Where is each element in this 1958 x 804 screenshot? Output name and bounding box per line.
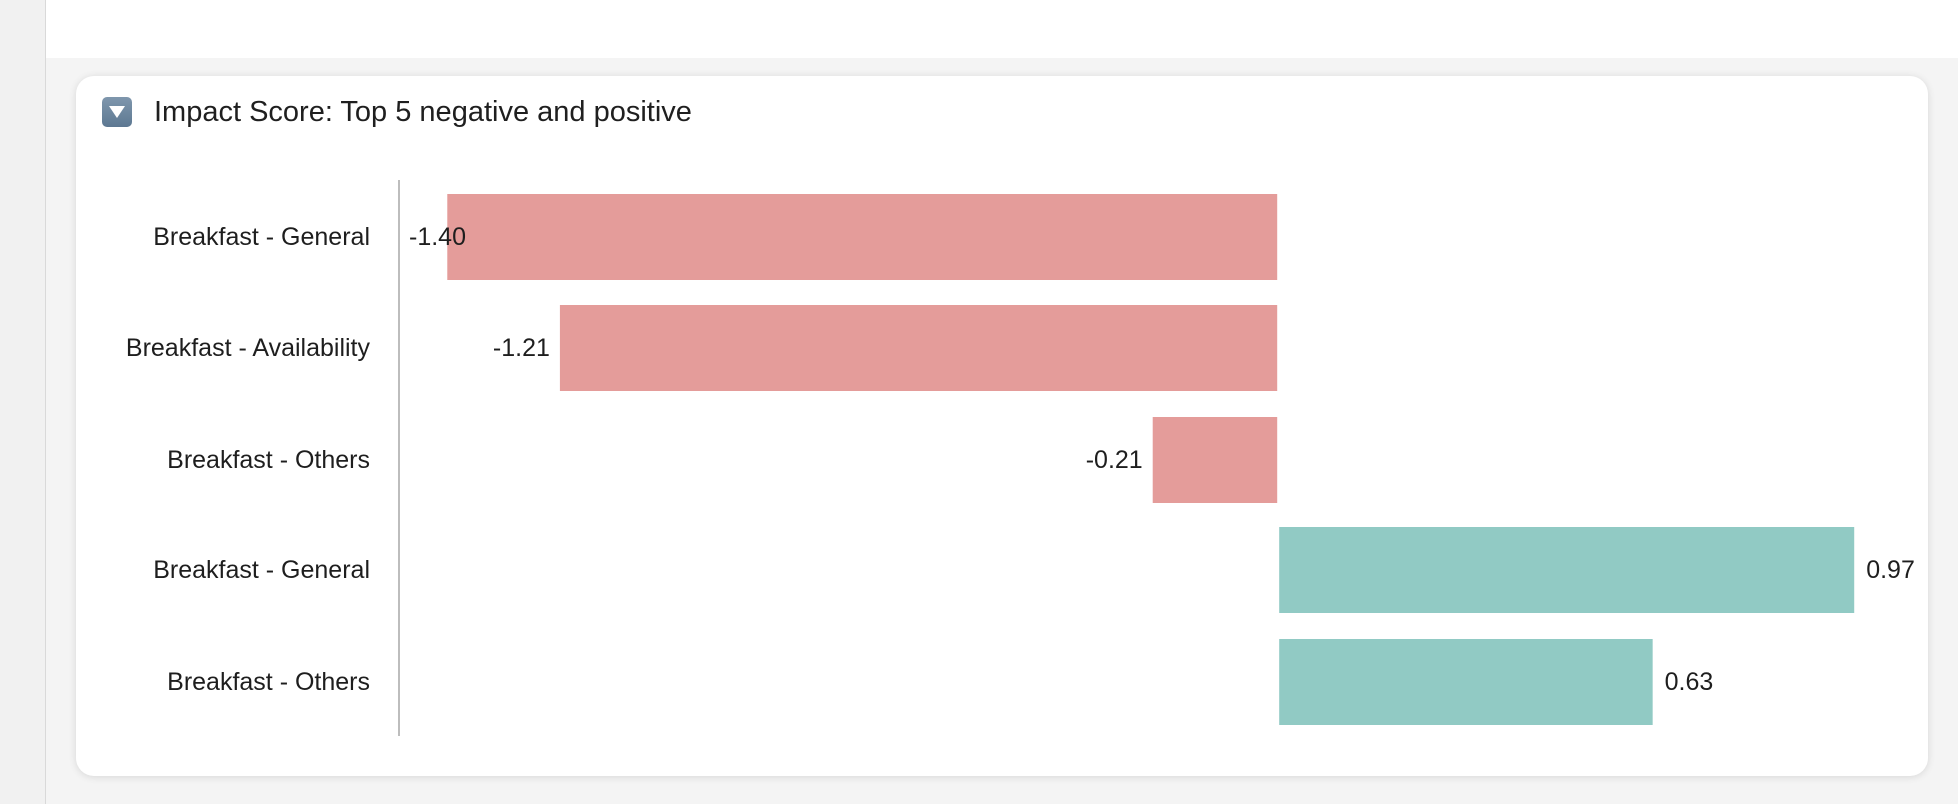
top-panel (46, 0, 1958, 58)
triangle-down-glyph (109, 106, 125, 118)
impact-score-chart: Breakfast - General -1.40 Breakfast - Avai… (126, 180, 1915, 736)
left-rail (0, 0, 46, 804)
card-header: Impact Score: Top 5 negative and positiv… (102, 90, 692, 134)
bar-5[interactable] (1279, 639, 1653, 725)
value-label-5: 0.63 (1665, 668, 1714, 696)
value-label-3: -0.21 (1086, 446, 1143, 474)
value-label-2: -1.21 (493, 334, 550, 362)
category-label-3: Breakfast - Others (167, 446, 370, 474)
category-label-4: Breakfast - General (153, 556, 370, 584)
bar-4[interactable] (1279, 527, 1855, 613)
impact-score-card: Impact Score: Top 5 negative and positiv… (76, 76, 1928, 776)
category-label-2: Breakfast - Availability (126, 334, 371, 362)
card-title: Impact Score: Top 5 negative and positiv… (154, 95, 692, 128)
category-label-1: Breakfast - General (153, 223, 370, 251)
bar-3[interactable] (1152, 417, 1278, 503)
category-label-5: Breakfast - Others (167, 668, 370, 696)
value-label-4: 0.97 (1866, 556, 1915, 584)
bar-1[interactable] (447, 194, 1278, 280)
bar-2[interactable] (559, 305, 1278, 391)
value-label-1: -1.40 (409, 223, 466, 251)
triangle-down-icon[interactable] (102, 97, 132, 127)
